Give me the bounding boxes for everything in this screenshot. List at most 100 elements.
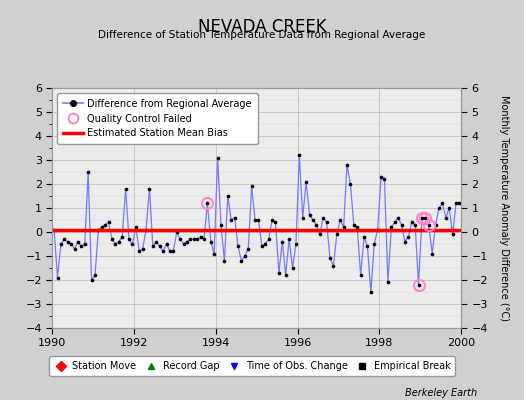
- Point: [149, 243, 157, 250]
- Point: [104, 219, 113, 226]
- Point: [94, 226, 103, 233]
- Point: [84, 169, 92, 175]
- Point: [292, 241, 300, 247]
- Point: [111, 241, 119, 247]
- Point: [159, 248, 167, 254]
- Point: [305, 212, 314, 218]
- Point: [152, 238, 160, 245]
- Point: [346, 181, 355, 187]
- Point: [179, 241, 188, 247]
- Point: [343, 162, 351, 168]
- Point: [442, 214, 450, 221]
- Point: [115, 238, 123, 245]
- Point: [203, 200, 212, 206]
- Text: Berkeley Earth: Berkeley Earth: [405, 388, 477, 398]
- Point: [172, 229, 181, 235]
- Point: [387, 224, 396, 230]
- Point: [237, 258, 246, 264]
- Point: [380, 176, 389, 182]
- Point: [63, 238, 72, 245]
- Point: [206, 238, 215, 245]
- Point: [438, 200, 446, 206]
- Point: [265, 236, 273, 242]
- Point: [449, 231, 457, 238]
- Point: [213, 154, 222, 161]
- Point: [77, 243, 85, 250]
- Point: [428, 250, 436, 257]
- Point: [190, 236, 198, 242]
- Point: [210, 250, 219, 257]
- Point: [193, 236, 201, 242]
- Point: [281, 272, 290, 278]
- Point: [217, 222, 225, 228]
- Point: [275, 270, 283, 276]
- Point: [132, 224, 140, 230]
- Point: [156, 243, 164, 250]
- Point: [125, 236, 133, 242]
- Point: [200, 236, 208, 242]
- Point: [336, 217, 344, 223]
- Point: [401, 238, 409, 245]
- Point: [302, 178, 310, 185]
- Point: [224, 193, 232, 199]
- Y-axis label: Monthly Temperature Anomaly Difference (°C): Monthly Temperature Anomaly Difference (…: [499, 95, 509, 321]
- Point: [162, 241, 171, 247]
- Point: [186, 236, 194, 242]
- Point: [285, 236, 293, 242]
- Point: [445, 205, 453, 211]
- Point: [261, 241, 269, 247]
- Point: [367, 289, 375, 295]
- Point: [97, 224, 106, 230]
- Point: [394, 214, 402, 221]
- Point: [271, 219, 280, 226]
- Point: [169, 248, 178, 254]
- Point: [108, 236, 116, 242]
- Point: [81, 241, 89, 247]
- Point: [122, 186, 130, 192]
- Point: [74, 238, 82, 245]
- Point: [145, 186, 154, 192]
- Point: [138, 246, 147, 252]
- Point: [431, 222, 440, 228]
- Point: [234, 243, 242, 250]
- Point: [370, 241, 378, 247]
- Point: [254, 217, 263, 223]
- Point: [384, 279, 392, 286]
- Point: [418, 214, 426, 221]
- Point: [353, 224, 362, 230]
- Point: [374, 226, 382, 233]
- Point: [408, 219, 416, 226]
- Point: [350, 222, 358, 228]
- Point: [452, 200, 460, 206]
- Point: [390, 219, 399, 226]
- Point: [50, 226, 58, 233]
- Point: [244, 246, 253, 252]
- Point: [91, 272, 99, 278]
- Point: [421, 214, 430, 221]
- Point: [319, 214, 328, 221]
- Point: [315, 231, 324, 238]
- Point: [101, 222, 110, 228]
- Point: [241, 253, 249, 259]
- Point: [295, 152, 303, 158]
- Point: [67, 241, 75, 247]
- Point: [135, 248, 144, 254]
- Point: [404, 234, 412, 240]
- Text: NEVADA CREEK: NEVADA CREEK: [198, 18, 326, 36]
- Point: [70, 246, 79, 252]
- Point: [356, 272, 365, 278]
- Point: [247, 183, 256, 190]
- Point: [118, 234, 126, 240]
- Point: [57, 241, 65, 247]
- Point: [322, 219, 331, 226]
- Point: [60, 236, 69, 242]
- Point: [333, 231, 341, 238]
- Point: [166, 248, 174, 254]
- Point: [176, 236, 184, 242]
- Point: [411, 222, 419, 228]
- Point: [360, 234, 368, 240]
- Point: [251, 217, 259, 223]
- Point: [414, 282, 423, 288]
- Point: [309, 217, 317, 223]
- Point: [53, 274, 62, 281]
